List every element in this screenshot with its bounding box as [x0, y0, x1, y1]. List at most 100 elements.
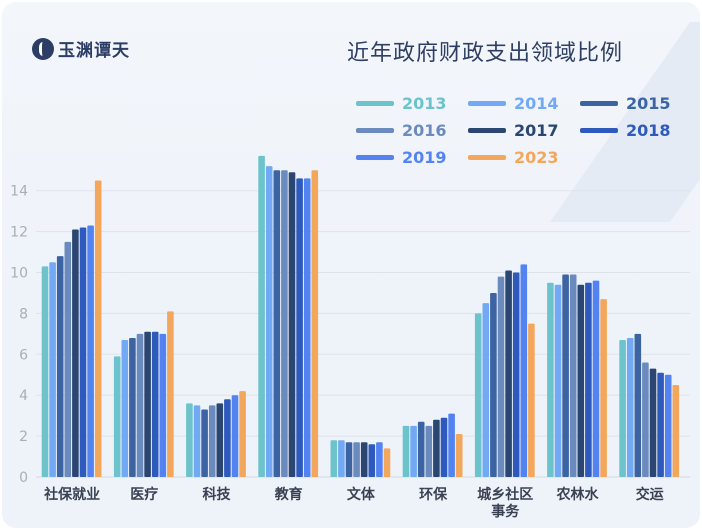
legend-label: 2019: [402, 148, 447, 167]
bar-2023: [528, 323, 535, 477]
bar-2019: [592, 280, 600, 477]
x-tick-label: 农林水: [556, 486, 600, 503]
legend-label: 2015: [626, 94, 671, 113]
bar-2014: [338, 440, 345, 477]
bar-2013: [41, 266, 49, 477]
bar-2023: [600, 299, 607, 477]
x-tick-label: 城乡社区: [477, 486, 533, 503]
legend-label: 2023: [514, 148, 559, 167]
bar-2013: [186, 403, 193, 477]
bar-2018: [296, 178, 303, 477]
y-tick-label: 4: [19, 388, 28, 404]
bar-2016: [136, 333, 144, 477]
bar-2019: [303, 178, 311, 477]
legend-swatch: [468, 128, 506, 133]
legend-item[interactable]: 2013: [356, 94, 468, 113]
bar-2016: [64, 241, 72, 477]
bar-2016: [281, 170, 288, 477]
bar-2019: [231, 395, 239, 477]
bar-2015: [345, 442, 353, 477]
legend-item[interactable]: 2017: [468, 121, 580, 140]
logo-icon: [32, 37, 54, 60]
bar-2015: [634, 333, 642, 477]
bar-2016: [425, 425, 433, 477]
legend-item[interactable]: 2023: [468, 148, 580, 167]
legend-swatch: [356, 128, 394, 133]
bar-2023: [383, 448, 391, 477]
legend-item[interactable]: 2019: [356, 148, 468, 167]
legend-item[interactable]: 2018: [580, 121, 692, 140]
legend-swatch: [356, 155, 394, 160]
legend-item[interactable]: 2015: [580, 94, 692, 113]
bar-2016: [569, 274, 577, 477]
bar-2013: [258, 155, 265, 477]
bar-2016: [642, 362, 649, 477]
bar-2014: [265, 166, 273, 477]
bar-2018: [151, 331, 159, 477]
bar-2017: [649, 368, 657, 477]
legend-swatch: [580, 101, 618, 106]
bar-2019: [448, 413, 455, 477]
bar-2017: [505, 270, 512, 477]
legend-swatch: [468, 155, 506, 160]
bar-2015: [201, 409, 208, 477]
x-tick-label: 社保就业: [43, 486, 100, 503]
bar-2016: [208, 405, 216, 477]
bar-2017: [72, 229, 79, 477]
x-tick-label: 文体: [347, 486, 376, 503]
legend-item[interactable]: 2016: [356, 121, 468, 140]
bar-2015: [417, 421, 425, 477]
bar-2023: [239, 391, 246, 477]
bar-2014: [121, 339, 129, 477]
legend-label: 2013: [402, 94, 447, 113]
bar-2018: [657, 372, 664, 477]
bar-2013: [619, 339, 626, 477]
bar-2015: [56, 256, 64, 477]
x-tick-label: 交运: [636, 486, 664, 503]
bar-2013: [474, 313, 482, 477]
bar-2023: [167, 311, 174, 477]
bar-2017: [433, 419, 440, 477]
bar-2014: [626, 337, 634, 477]
y-tick-label: 14: [10, 184, 28, 200]
bar-2013: [547, 282, 554, 477]
legend-label: 2017: [514, 121, 559, 140]
bar-2014: [193, 405, 201, 477]
bar-2018: [224, 399, 231, 477]
bar-2023: [455, 434, 463, 477]
legend-item[interactable]: 2014: [468, 94, 580, 113]
legend-swatch: [356, 101, 394, 106]
bar-2018: [512, 272, 520, 477]
y-tick-label: 12: [10, 225, 28, 241]
bar-2017: [288, 172, 296, 478]
bar-2014: [410, 425, 417, 477]
y-tick-label: 10: [10, 266, 28, 282]
bar-2014: [554, 284, 562, 477]
chart-title: 近年政府财政支出领域比例: [347, 41, 624, 66]
bar-2019: [520, 264, 528, 477]
y-tick-label: 8: [19, 306, 28, 322]
bar-2017: [216, 403, 224, 477]
y-tick-label: 2: [19, 429, 28, 445]
bar-2019: [87, 225, 94, 477]
bar-2023: [672, 384, 680, 477]
x-tick-label: 事务: [491, 503, 520, 520]
bar-2015: [273, 170, 281, 477]
y-tick-label: 0: [19, 470, 28, 486]
bar-2018: [79, 227, 87, 477]
bar-2014: [482, 303, 490, 477]
bar-2016: [497, 276, 505, 477]
bar-2019: [664, 374, 672, 477]
bar-2023: [311, 170, 319, 477]
bar-2015: [562, 274, 569, 477]
y-tick-label: 6: [19, 347, 28, 363]
bar-2019: [159, 333, 167, 477]
x-tick-label: 医疗: [130, 486, 158, 503]
legend-label: 2014: [514, 94, 559, 113]
bar-2018: [368, 444, 376, 477]
bar-2018: [585, 282, 592, 477]
x-tick-label: 教育: [275, 486, 303, 503]
bar-2017: [144, 331, 151, 477]
bar-2014: [49, 262, 56, 477]
